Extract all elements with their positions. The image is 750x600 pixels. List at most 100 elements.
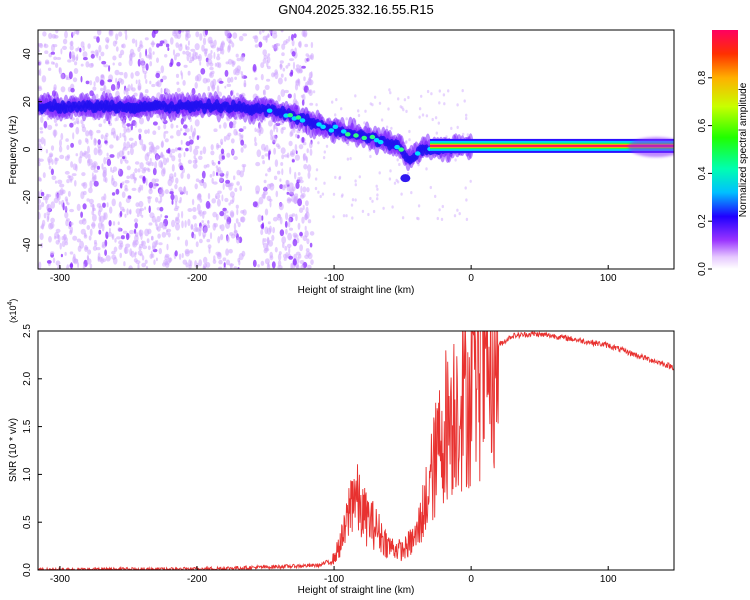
noise-speckle [134,70,140,77]
noise-speckle [371,199,374,203]
noise-speckle [139,138,144,146]
noise-speckle [205,200,211,209]
ridge-hotspot [299,118,306,123]
noise-speckle [119,242,124,248]
noise-speckle [69,41,73,46]
noise-speckle [126,123,131,127]
noise-speckle [319,194,322,199]
noise-speckle [185,50,190,56]
noise-speckle [351,198,355,202]
noise-speckle [149,61,153,67]
noise-speckle [89,80,93,86]
noise-speckle [106,202,109,208]
noise-speckle [82,45,85,52]
noise-speckle [233,175,236,180]
noise-speckle [334,113,337,117]
colorbar-gradient [712,30,738,269]
noise-speckle [238,253,244,261]
noise-speckle [417,217,420,221]
noise-speckle [82,203,87,210]
noise-speckle [151,235,154,241]
noise-speckle [92,204,95,212]
noise-speckle [165,229,169,236]
noise-speckle [144,72,147,80]
noise-speckle [119,71,124,76]
noise-speckle [410,191,413,195]
noise-speckle [64,196,68,202]
noise-speckle [123,71,128,79]
noise-speckle [69,208,74,213]
noise-speckle [128,265,133,269]
noise-speckle [288,255,294,260]
noise-speckle [82,263,86,269]
noise-speckle [130,123,133,131]
noise-speckle [226,214,229,219]
noise-speckle [271,234,275,241]
noise-speckle [284,89,289,94]
noise-speckle [213,128,218,132]
noise-speckle [420,94,423,98]
noise-speckle [304,225,307,231]
noise-speckle [102,202,106,208]
noise-speckle [233,266,238,269]
noise-speckle [287,221,291,228]
y-tick-label: 1.0 [22,467,33,481]
noise-speckle [260,260,265,266]
noise-speckle [237,257,241,263]
noise-speckle [266,263,271,269]
noise-speckle [93,162,97,171]
noise-speckle [148,47,152,54]
noise-speckle [239,170,244,178]
noise-speckle [97,146,101,154]
noise-speckle [139,58,145,65]
noise-speckle [123,141,127,149]
noise-speckle [146,152,150,157]
noise-speckle [203,226,208,234]
noise-speckle [306,89,312,94]
noise-speckle [125,197,131,204]
noise-speckle [153,147,157,155]
noise-speckle [256,149,262,158]
noise-speckle [169,191,174,195]
noise-speckle [255,161,261,167]
noise-speckle [269,129,274,137]
noise-speckle [288,140,293,147]
noise-speckle [103,118,106,124]
noise-speckle [98,44,102,53]
noise-speckle [155,224,159,231]
noise-speckle [292,238,298,247]
noise-speckle [434,116,438,120]
noise-speckle [301,99,305,106]
noise-speckle [310,259,314,265]
noise-speckle [264,186,267,191]
noise-speckle [305,248,310,253]
noise-speckle [434,194,437,198]
noise-speckle [382,206,385,210]
noise-speckle [141,143,147,151]
noise-speckle [255,185,261,194]
noise-speckle [190,223,194,230]
noise-speckle [100,74,105,82]
noise-speckle [257,264,260,268]
noise-speckle [263,179,267,184]
noise-speckle [378,101,382,105]
noise-speckle [145,265,149,269]
noise-speckle [38,49,41,53]
noise-speckle [130,142,136,148]
noise-speckle [405,140,408,144]
ridge-hotspot [266,108,273,113]
noise-speckle [178,253,182,260]
noise-speckle [274,246,278,253]
noise-speckle [291,159,295,163]
noise-speckle [295,150,298,154]
noise-speckle [389,91,392,95]
noise-speckle [116,236,121,240]
noise-speckle [134,121,138,128]
noise-speckle [204,30,208,36]
noise-speckle [72,77,78,83]
noise-speckle [82,218,86,222]
noise-speckle [295,213,298,222]
noise-speckle [47,124,53,130]
noise-speckle [80,191,85,200]
noise-speckle [119,132,122,138]
